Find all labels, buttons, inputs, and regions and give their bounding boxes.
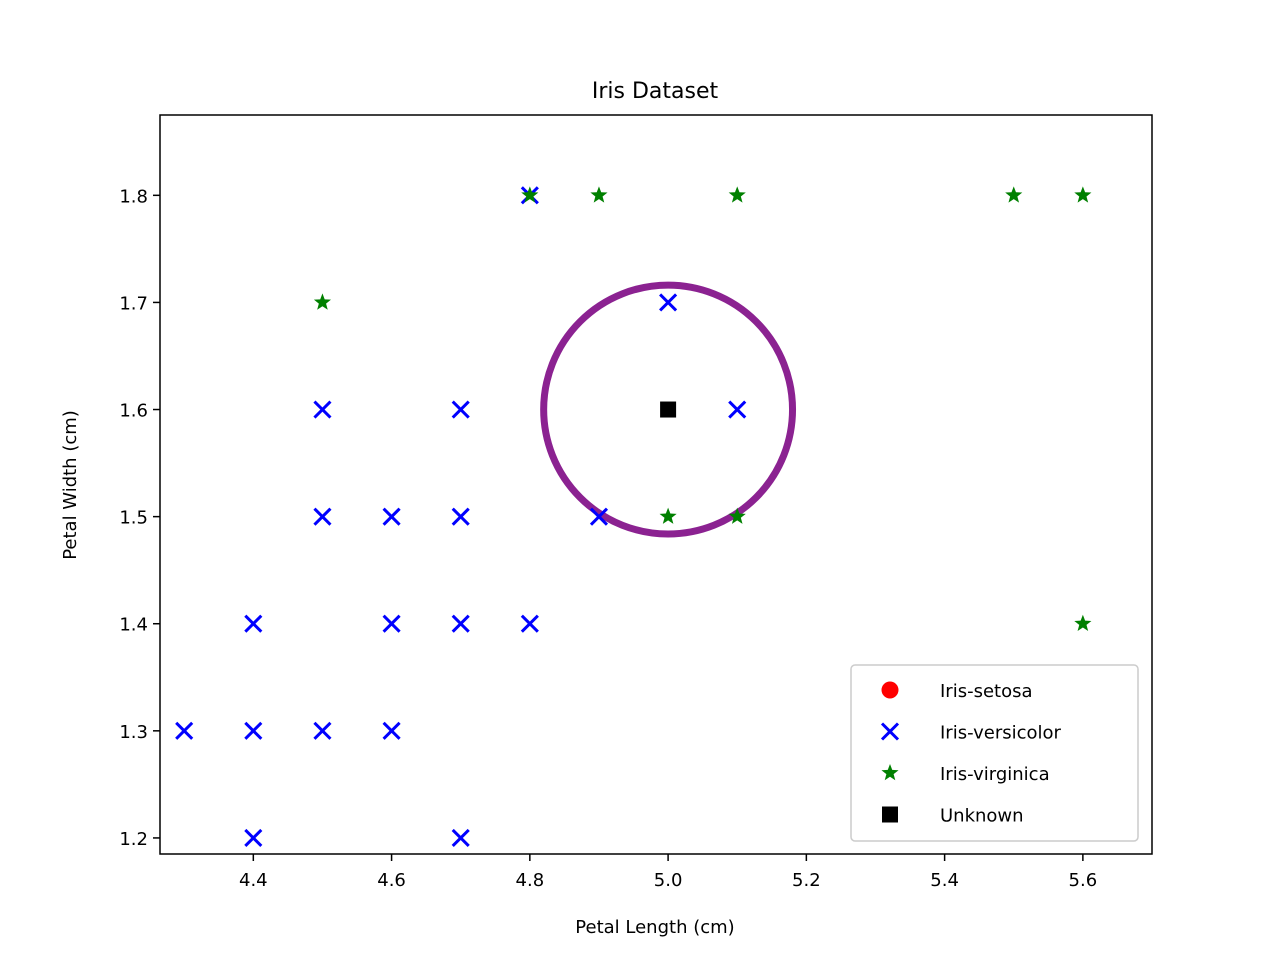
point-iris-versicolor-8	[589, 507, 609, 526]
point-iris-virginica-1	[590, 186, 608, 203]
point-iris-virginica-4	[1074, 186, 1092, 203]
x-tick-label: 5.6	[1069, 870, 1098, 891]
point-iris-versicolor-16	[382, 721, 401, 740]
legend-marker-iris-virginica	[881, 764, 899, 781]
point-iris-versicolor-9	[244, 614, 263, 633]
legend-label: Unknown	[940, 806, 1024, 827]
point-iris-versicolor-18	[451, 828, 470, 847]
x-tick-label: 5.0	[654, 870, 683, 891]
y-axis-label: Petal Width (cm)	[60, 410, 81, 560]
point-iris-virginica-8	[1074, 614, 1092, 632]
y-tick-label: 1.5	[119, 508, 148, 529]
point-unknown-0	[660, 401, 677, 418]
point-iris-virginica-7	[728, 507, 746, 524]
point-iris-versicolor-17	[244, 828, 263, 847]
point-iris-versicolor-11	[451, 614, 470, 633]
y-axis-ticks: 1.2 1.3 1.4 1.5 1.6 1.7 1.8	[119, 186, 160, 850]
point-iris-versicolor-13	[175, 721, 194, 740]
chart-title: Iris Dataset	[592, 79, 719, 104]
legend-label: Iris-virginica	[940, 764, 1050, 785]
y-tick-label: 1.4	[119, 615, 148, 636]
x-tick-label: 5.2	[792, 870, 821, 891]
point-iris-versicolor-10	[382, 614, 401, 633]
legend-marker-unknown	[882, 806, 898, 823]
point-iris-versicolor-6	[382, 507, 401, 526]
legend-marker-iris-setosa	[881, 681, 899, 699]
point-iris-versicolor-3	[451, 400, 470, 419]
y-tick-label: 1.7	[119, 293, 148, 314]
point-iris-virginica-2	[728, 186, 746, 203]
x-tick-label: 4.6	[377, 870, 406, 891]
x-axis-label: Petal Length (cm)	[575, 917, 734, 938]
legend: Iris-setosa Iris-versicolor Iris-virginica…	[850, 664, 1139, 842]
legend-marker-iris-versicolor	[880, 722, 900, 741]
highlight-circle	[540, 281, 797, 538]
plot-area	[159, 114, 1153, 855]
x-axis-ticks: 4.4 4.6 4.8 5.0 5.2 5.4 5.6	[239, 854, 1097, 891]
x-tick-label: 5.4	[930, 870, 959, 891]
point-iris-virginica-3	[1005, 186, 1023, 203]
y-tick-label: 1.8	[119, 186, 148, 207]
point-iris-virginica-5	[313, 293, 332, 310]
point-iris-versicolor-15	[313, 721, 332, 740]
point-iris-versicolor-4	[728, 400, 747, 419]
y-tick-label: 1.3	[119, 722, 148, 743]
point-iris-versicolor-14	[244, 721, 263, 740]
legend-label: Iris-setosa	[940, 681, 1033, 702]
point-iris-versicolor-5	[313, 507, 332, 526]
legend-label: Iris-versicolor	[940, 723, 1062, 744]
plot-frame	[159, 114, 1153, 855]
point-iris-virginica-6	[659, 507, 677, 524]
point-iris-versicolor-1	[659, 293, 678, 312]
point-iris-versicolor-7	[451, 507, 470, 526]
point-iris-versicolor-2	[313, 400, 332, 419]
y-tick-label: 1.6	[119, 401, 148, 422]
point-iris-virginica-0	[521, 186, 539, 203]
y-tick-label: 1.2	[119, 829, 148, 850]
legend-box	[850, 664, 1139, 842]
point-iris-versicolor-12	[520, 614, 539, 633]
x-tick-label: 4.8	[516, 870, 545, 891]
x-tick-label: 4.4	[239, 870, 268, 891]
